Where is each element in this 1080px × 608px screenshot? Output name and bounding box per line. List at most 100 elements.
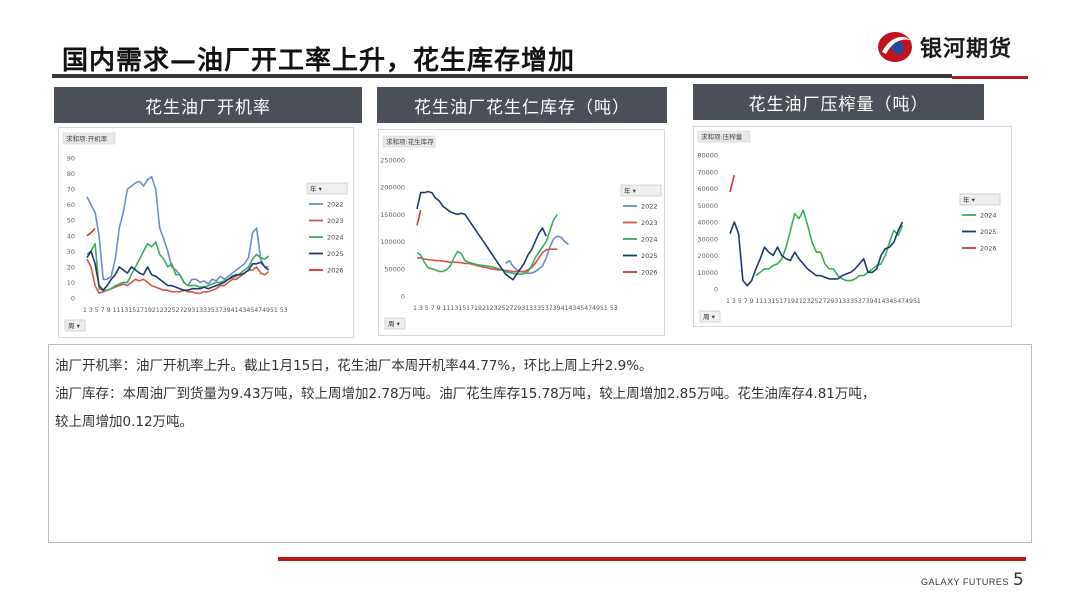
chart-crush-volume: 求和项:压榨量 0 10000 20000 30000 40000 50000 60000 70… xyxy=(693,126,1012,327)
y-tick-label: 10 xyxy=(67,279,75,287)
series-line-2022 xyxy=(86,175,269,287)
legend-header-bg xyxy=(306,182,348,195)
legend-header-bg xyxy=(620,184,662,197)
page-title: 国内需求—油厂开工率上升，花生库存增加 xyxy=(62,46,576,76)
y-tick-label: 250000 xyxy=(380,157,405,165)
y-tick-label: 80 xyxy=(67,170,75,178)
legend-label-2025: 2025 xyxy=(327,250,344,258)
series-line-2025 xyxy=(86,250,270,291)
y-tick-label: 60 xyxy=(67,201,75,209)
legend-label-2023: 2023 xyxy=(327,217,344,225)
y-tick-label: 50000 xyxy=(384,265,405,273)
series-line-2026 xyxy=(86,227,96,237)
series-line-2022 xyxy=(505,235,569,274)
chart-crush-volume-svg: 求和项:压榨量 0 10000 20000 30000 40000 50000 60000 70… xyxy=(697,130,1001,323)
legend-label-2026: 2026 xyxy=(641,269,658,277)
legend-label-2023: 2023 xyxy=(641,219,658,227)
chart-kernel-stock: 求和项:花生库存 0 50000 100000 150000 200000 250000 1 … xyxy=(378,129,665,336)
y-tick-label: 150000 xyxy=(380,211,405,219)
x-filter-button: 周 ▾ xyxy=(384,317,406,330)
series-line-2023 xyxy=(86,258,270,295)
legend-title: 年 ▾ xyxy=(624,186,637,195)
x-tick-labels: 1 3 5 7 9 111315171921232527293133353739… xyxy=(83,307,288,314)
chart-title-tag: 求和项:开机率 xyxy=(62,132,116,145)
x-filter-label: 周 ▾ xyxy=(703,313,716,321)
chart-operating-rate-svg: 求和项:开机率 0 10 20 30 40 50 60 70 80 90 1 3 5 7 9 1113… xyxy=(62,132,348,332)
y-tick-label: 70000 xyxy=(697,168,718,176)
legend-label-2024: 2024 xyxy=(641,236,658,244)
commentary-line-2: 油厂库存：本周油厂到货量为9.43万吨，较上周增加2.78万吨。油厂花生库存15… xyxy=(55,386,876,402)
chart-title-tag: 求和项:压榨量 xyxy=(697,130,751,143)
footer-divider xyxy=(278,557,1026,561)
commentary-box: 油厂开机率：油厂开机率上升。截止1月15日，花生油厂本周开机率44.77%，环比… xyxy=(48,344,1032,543)
chart-operating-rate: 求和项:开机率 0 10 20 30 40 50 60 70 80 90 1 3 5 7 9 1113… xyxy=(58,127,354,338)
legend-label-2024: 2024 xyxy=(327,234,344,242)
chart-title-bg xyxy=(697,130,751,143)
legend: 年 ▾ 2022 2023 2024 2025 2026 xyxy=(306,182,348,275)
y-tick-label: 40 xyxy=(67,232,75,240)
chart-title-tag: 求和项:花生库存 xyxy=(382,135,436,148)
y-tick-label: 20 xyxy=(67,263,75,271)
legend-label-2025: 2025 xyxy=(641,252,658,260)
y-tick-label: 20000 xyxy=(697,252,718,260)
commentary-line-1: 油厂开机率：油厂开机率上升。截止1月15日，花生油厂本周开机率44.77%，环比… xyxy=(55,358,653,374)
title-divider-accent xyxy=(952,76,1028,79)
legend-title: 年 ▾ xyxy=(963,195,976,204)
legend-title: 年 ▾ xyxy=(310,184,323,193)
legend-label-2024: 2024 xyxy=(980,212,997,220)
legend-header-bg xyxy=(959,193,1001,206)
chart-title: 求和项:花生库存 xyxy=(386,137,434,146)
legend-label-2025: 2025 xyxy=(980,228,997,236)
galaxy-logo-icon xyxy=(878,32,912,62)
chart-kernel-stock-svg: 求和项:花生库存 0 50000 100000 150000 200000 250000 1 … xyxy=(380,135,662,330)
legend-label-2026: 2026 xyxy=(327,267,344,275)
series-line-2024 xyxy=(755,209,904,282)
x-filter-bg xyxy=(384,317,406,330)
y-tick-label: 50 xyxy=(67,217,75,225)
x-filter-button: 周 ▾ xyxy=(699,310,721,323)
x-filter-label: 周 ▾ xyxy=(388,320,401,328)
y-tick-label: 0 xyxy=(401,293,405,301)
series-line-2025 xyxy=(416,190,547,281)
y-tick-label: 100000 xyxy=(380,238,405,246)
series-line-2024 xyxy=(416,213,558,275)
y-tick-label: 80000 xyxy=(697,152,718,160)
x-tick-labels: 1 3 5 7 9 111315171921232527293133353739… xyxy=(413,305,618,312)
y-tick-label: 40000 xyxy=(697,219,718,227)
series-line-2026 xyxy=(416,210,422,226)
legend-label-2022: 2022 xyxy=(327,201,344,209)
panel-header-crush-volume: 花生油厂压榨量（吨） xyxy=(693,84,984,120)
series-line-2025 xyxy=(729,221,904,287)
footer-brand: GALAXY FUTURES xyxy=(921,577,1009,587)
x-filter-label: 周 ▾ xyxy=(68,322,81,330)
x-filter-bg xyxy=(64,319,86,332)
y-tick-label: 0 xyxy=(71,295,75,303)
y-tick-label: 70 xyxy=(67,186,75,194)
chart-title: 求和项:压榨量 xyxy=(701,132,743,141)
y-tick-label: 0 xyxy=(714,286,718,294)
y-tick-label: 30000 xyxy=(697,235,718,243)
x-filter-bg xyxy=(699,310,721,323)
y-tick-label: 200000 xyxy=(380,184,405,192)
chart-title-bg xyxy=(62,132,116,145)
title-divider xyxy=(52,74,952,78)
brand-name: 银河期货 xyxy=(920,37,1013,62)
y-tick-label: 90 xyxy=(67,155,75,163)
legend-label-2026: 2026 xyxy=(980,245,997,253)
panel-header-operating-rate: 花生油厂开机率 xyxy=(54,87,362,123)
x-filter-button: 周 ▾ xyxy=(64,319,86,332)
legend: 年 ▾ 2024 2025 2026 xyxy=(959,193,1001,253)
brand-logo: 银河期货 xyxy=(876,30,1012,64)
x-tick-labels: 1 3 5 7 9 111315171921232527293133353739… xyxy=(726,298,921,305)
y-tick-label: 50000 xyxy=(697,202,718,210)
series-line-2026 xyxy=(729,174,736,193)
y-tick-label: 30 xyxy=(67,248,75,256)
legend-label-2022: 2022 xyxy=(641,203,658,211)
y-tick-label: 10000 xyxy=(697,269,718,277)
commentary-line-3: 较上周增加0.12万吨。 xyxy=(55,414,194,430)
page-number: 5 xyxy=(1013,570,1024,590)
chart-title-bg xyxy=(382,135,436,148)
series-line-2023 xyxy=(417,248,558,273)
y-tick-label: 60000 xyxy=(697,185,718,193)
legend: 年 ▾ 2022 2023 2024 2025 2026 xyxy=(620,184,662,277)
